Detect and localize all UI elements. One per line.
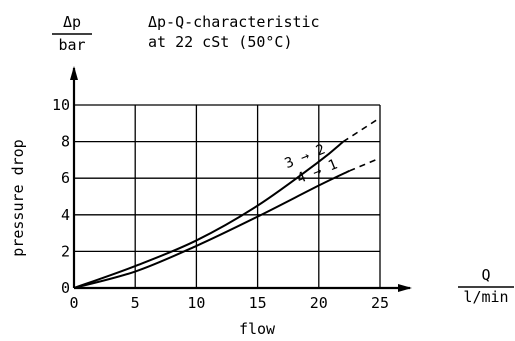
y-unit-numerator: Δp — [63, 13, 81, 31]
y-tick-label-4: 8 — [61, 133, 70, 151]
y-unit-denominator: bar — [58, 36, 85, 54]
x-tick-label-0: 0 — [69, 294, 78, 312]
series-line-0 — [73, 140, 344, 289]
x-axis-label: flow — [239, 320, 276, 338]
x-unit-numerator: Q — [481, 266, 490, 284]
y-tick-label-2: 4 — [61, 206, 70, 224]
y-axis-label: pressure drop — [9, 139, 27, 256]
y-tick-label-3: 6 — [61, 169, 70, 187]
y-tick-label-0: 0 — [61, 279, 70, 297]
x-tick-label-3: 15 — [249, 294, 267, 312]
x-tick-label-2: 10 — [187, 294, 205, 312]
x-tick-label-4: 20 — [310, 294, 328, 312]
grid — [74, 104, 381, 288]
series — [73, 117, 381, 289]
x-unit-denominator: l/min — [463, 288, 508, 306]
y-tick-label-5: 10 — [52, 96, 70, 114]
x-tick-label-1: 5 — [131, 294, 140, 312]
tick-labels: 0 5 10 15 20 25 0 2 4 6 8 10 — [52, 96, 389, 312]
chart-title-line-2: at 22 cSt (50°C) — [148, 33, 293, 51]
series-line-1 — [73, 169, 350, 289]
axes — [70, 66, 412, 292]
x-tick-label-5: 25 — [371, 294, 389, 312]
series-dashed-extension-0 — [342, 117, 381, 143]
x-axis-arrow — [398, 284, 412, 292]
chart-title-line-1: Δp-Q-characteristic — [148, 13, 320, 31]
y-tick-label-1: 2 — [61, 242, 70, 260]
y-axis-arrow — [70, 66, 78, 80]
series-dashed-extension-1 — [349, 157, 381, 172]
